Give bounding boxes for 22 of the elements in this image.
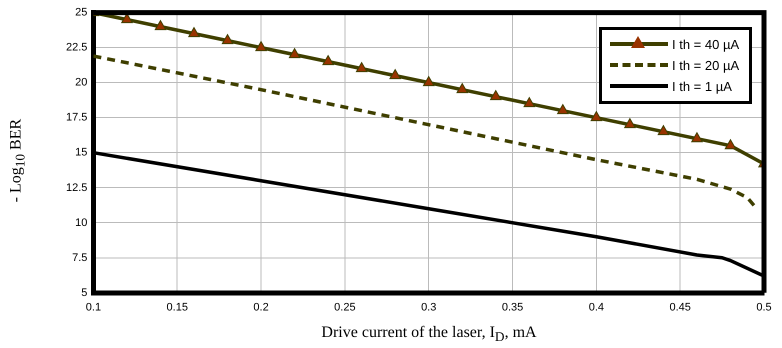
x-tick-label: 0.15 — [166, 301, 188, 314]
y-tick-label: 10 — [75, 216, 88, 229]
legend-label: I th = 1 µA — [672, 78, 732, 94]
x-tick-label: 0.25 — [334, 301, 356, 314]
y-tick-label: 20 — [75, 76, 88, 89]
x-tick-label: 0.45 — [669, 301, 691, 314]
legend-label: I th = 40 µA — [672, 36, 740, 52]
y-tick-label: 25 — [75, 6, 88, 19]
y-tick-label: 5 — [81, 286, 88, 299]
y-tick-label: 17.5 — [66, 112, 88, 124]
y-tick-label: 15 — [75, 146, 88, 159]
x-axis-title: Drive current of the laser, I$_{D}$, mA — [320, 324, 538, 346]
x-tick-label: 0.1 — [86, 301, 102, 314]
x-tick-label: 0.3 — [421, 301, 436, 314]
x-tick-label: 0.35 — [502, 301, 524, 314]
legend-label: I th = 20 µA — [672, 58, 740, 73]
y-tick-label: 12.5 — [66, 182, 88, 194]
y-tick-label: 22.5 — [66, 42, 88, 54]
x-tick-label: 0.2 — [253, 301, 269, 314]
x-tick-label: 0.5 — [756, 301, 772, 314]
y-tick-label: 7.5 — [72, 252, 88, 264]
x-tick-label: 0.4 — [588, 301, 604, 314]
